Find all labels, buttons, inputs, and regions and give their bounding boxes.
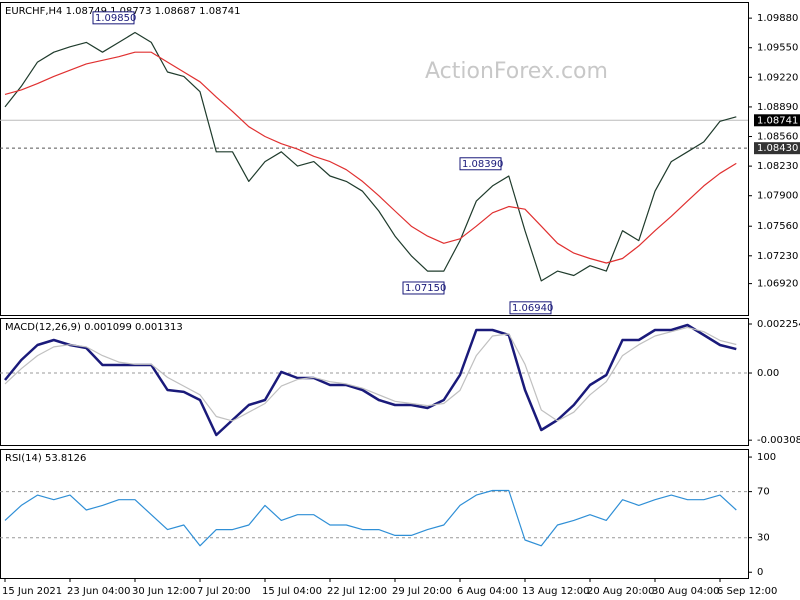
x-tick-label: 15 Jul 04:00 — [262, 586, 322, 597]
x-tick-label: 30 Aug 04:00 — [652, 586, 719, 597]
series-line — [4, 51, 737, 264]
y-tick-label: 100 — [757, 452, 776, 463]
series-line — [4, 489, 737, 547]
x-tick-label: 22 Jul 12:00 — [327, 586, 387, 597]
level-label-box — [754, 114, 800, 127]
y-tick-label: 1.09550 — [757, 43, 798, 54]
annotation-label: 1.07150 — [405, 283, 446, 294]
y-tick-label: 1.08230 — [757, 161, 798, 172]
y-tick-label: 70 — [757, 487, 770, 498]
y-tick-label: 0 — [757, 567, 763, 578]
y-tick-label: -0.003088 — [757, 435, 800, 446]
x-tick-label: 13 Aug 12:00 — [522, 586, 589, 597]
x-tick-label: 6 Aug 04:00 — [457, 586, 518, 597]
pane-frame — [0, 2, 749, 316]
x-tick-label: 30 Jun 12:00 — [132, 586, 196, 597]
level-label-box — [754, 142, 800, 155]
x-tick-label: 15 Jun 2021 — [2, 586, 62, 597]
level-label: 1.08741 — [757, 115, 798, 126]
pane-title: MACD(12,26,9) 0.001099 0.001313 — [5, 322, 183, 333]
y-tick-label: 1.09880 — [757, 13, 798, 24]
x-tick-label: 7 Jul 20:00 — [197, 586, 251, 597]
y-tick-label: 1.08560 — [757, 132, 798, 143]
annotation-box — [509, 301, 552, 315]
x-tick-label: 23 Jun 04:00 — [67, 586, 131, 597]
pane-frame — [0, 318, 749, 446]
annotation-box — [459, 157, 502, 171]
y-tick-label: 1.06920 — [757, 279, 798, 290]
level-label: 1.08430 — [757, 143, 798, 154]
series-line — [4, 326, 737, 422]
annotation-label: 1.06940 — [512, 303, 553, 314]
pane-title: RSI(14) 53.8126 — [5, 453, 86, 464]
watermark: ActionForex.com — [425, 59, 608, 84]
series-line — [4, 323, 737, 437]
y-tick-label: 1.07560 — [757, 221, 798, 232]
y-tick-label: 1.07230 — [757, 251, 798, 262]
y-tick-label: 1.09220 — [757, 72, 798, 83]
y-tick-label: 30 — [757, 533, 770, 544]
y-tick-label: 1.08890 — [757, 102, 798, 113]
x-tick-label: 29 Jul 20:00 — [392, 586, 452, 597]
y-tick-label: 1.07900 — [757, 191, 798, 202]
annotation-label: 1.09850 — [95, 13, 136, 24]
y-tick-label: 0.002254 — [757, 319, 800, 330]
pane-frame — [0, 449, 749, 579]
series-line — [4, 31, 737, 282]
annotation-box — [402, 281, 445, 295]
x-tick-label: 6 Sep 12:00 — [717, 586, 777, 597]
y-tick-label: 0.00 — [757, 368, 779, 379]
x-tick-label: 20 Aug 20:00 — [587, 586, 654, 597]
annotation-box — [92, 11, 135, 25]
annotation-label: 1.08390 — [462, 159, 503, 170]
